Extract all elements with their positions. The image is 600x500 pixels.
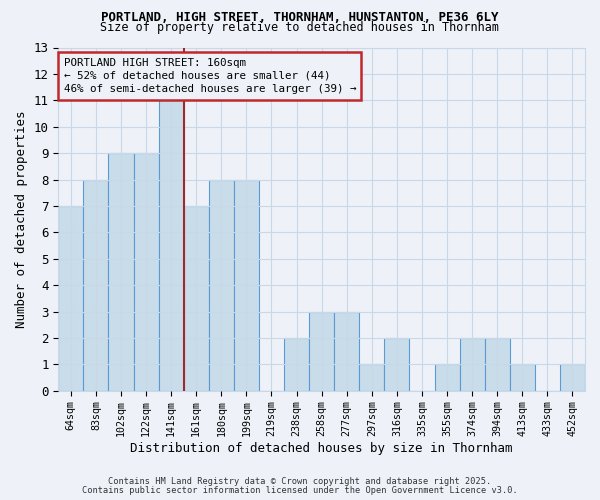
Text: Contains public sector information licensed under the Open Government Licence v3: Contains public sector information licen…: [82, 486, 518, 495]
Bar: [460, 338, 485, 390]
Bar: [58, 206, 83, 390]
Bar: [184, 206, 209, 390]
Bar: [434, 364, 460, 390]
Bar: [510, 364, 535, 390]
Bar: [83, 180, 109, 390]
Bar: [359, 364, 385, 390]
Bar: [485, 338, 510, 390]
Text: Contains HM Land Registry data © Crown copyright and database right 2025.: Contains HM Land Registry data © Crown c…: [109, 477, 491, 486]
Y-axis label: Number of detached properties: Number of detached properties: [15, 110, 28, 328]
Bar: [284, 338, 309, 390]
Bar: [334, 312, 359, 390]
Bar: [158, 100, 184, 391]
Bar: [109, 153, 134, 390]
Text: PORTLAND HIGH STREET: 160sqm
← 52% of detached houses are smaller (44)
46% of se: PORTLAND HIGH STREET: 160sqm ← 52% of de…: [64, 58, 356, 94]
Text: PORTLAND, HIGH STREET, THORNHAM, HUNSTANTON, PE36 6LY: PORTLAND, HIGH STREET, THORNHAM, HUNSTAN…: [101, 11, 499, 24]
Bar: [309, 312, 334, 390]
Bar: [385, 338, 409, 390]
Bar: [134, 153, 158, 390]
Bar: [560, 364, 585, 390]
Text: Size of property relative to detached houses in Thornham: Size of property relative to detached ho…: [101, 22, 499, 35]
X-axis label: Distribution of detached houses by size in Thornham: Distribution of detached houses by size …: [130, 442, 513, 455]
Bar: [234, 180, 259, 390]
Bar: [209, 180, 234, 390]
